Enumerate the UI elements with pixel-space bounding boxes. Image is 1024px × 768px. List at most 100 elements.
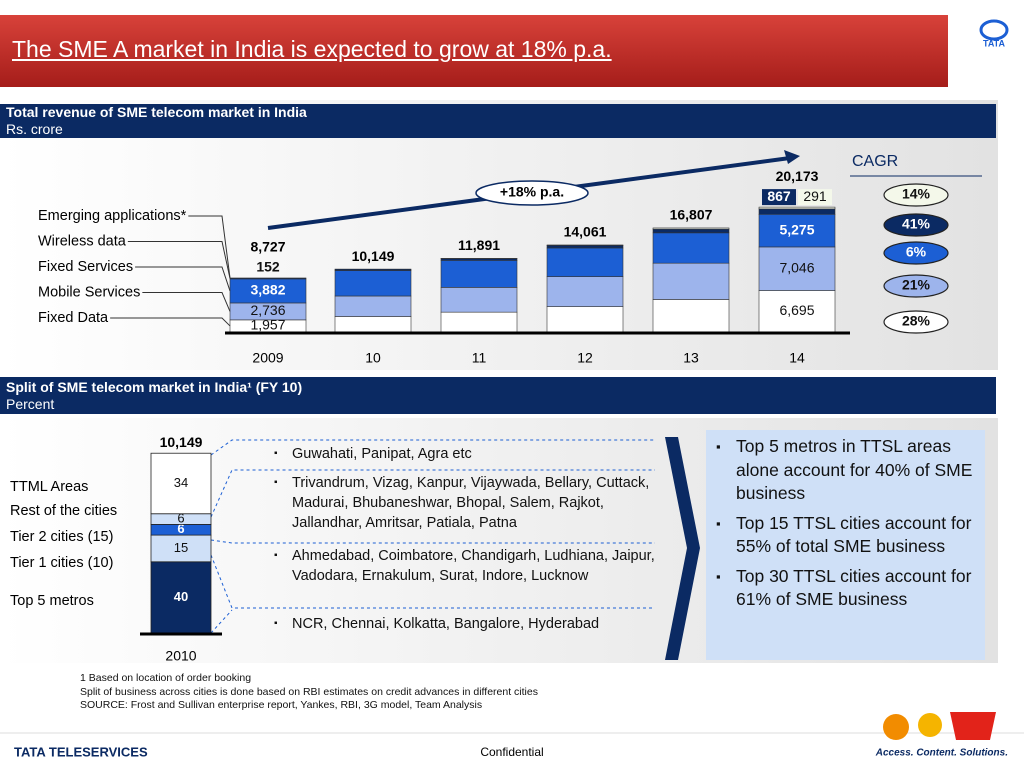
bar-segment [150, 561, 212, 634]
footnote: 1 Based on location of order booking [80, 672, 252, 684]
city-group: NCR, Chennai, Kolkatta, Bangalore, Hyder… [272, 614, 599, 634]
value-label: 6 [177, 521, 184, 536]
footnotes: 1 Based on location of order booking Spl… [80, 672, 538, 713]
leader-line [142, 292, 231, 312]
logo-text: TATA [983, 38, 1005, 48]
bar-segment [652, 227, 730, 230]
section-title: Total revenue of SME telecom market in I… [6, 104, 307, 120]
cagr-oval [883, 241, 949, 265]
x-tick-label: 10 [365, 350, 381, 366]
section-header-bar [0, 377, 996, 414]
bar-segment [758, 246, 836, 291]
bar-segment [440, 260, 518, 288]
key-point: Top 15 TTSL cities account for 55% of to… [716, 512, 979, 559]
section-header: Split of SME telecom market in India¹ (F… [6, 379, 302, 413]
value-label: 152 [256, 259, 280, 275]
legend-label: Wireless data [38, 233, 127, 249]
cagr-title: CAGR [852, 153, 898, 170]
connector [210, 439, 655, 456]
x-tick-label: 14 [789, 350, 805, 366]
footer-logo [883, 712, 996, 740]
footer-tagline: Access. Content. Solutions. [875, 748, 1008, 759]
key-point: Top 30 TTSL cities account for 61% of SM… [716, 565, 979, 612]
bar-segment [229, 277, 307, 280]
section-title: Split of SME telecom market in India¹ (F… [6, 379, 303, 395]
value-label: 867 [767, 188, 791, 204]
total-label: 10,149 [160, 434, 203, 450]
total-label: 11,891 [458, 237, 500, 253]
cagr-label: 14% [902, 186, 931, 202]
city-group: Ahmedabad, Coimbatore, Chandigarh, Ludhi… [272, 546, 662, 586]
arrow-head [784, 150, 800, 164]
section-subtitle: Rs. crore [6, 121, 63, 137]
bar-segment [546, 247, 624, 277]
legend-label: Emerging applications* [38, 208, 187, 224]
value-label: 34 [174, 475, 188, 490]
city-group: Trivandrum, Vizag, Kanpur, Vijaywada, Be… [272, 473, 662, 533]
total-label: 10,149 [352, 248, 395, 264]
cagr-label: 41% [902, 216, 931, 232]
value-label: 291 [803, 188, 827, 204]
legend-label: Top 5 metros [10, 593, 94, 609]
section-header-bar [0, 104, 996, 138]
x-tick-label: 2010 [165, 648, 196, 664]
bar-segment [758, 290, 836, 333]
legend-label: Tier 2 cities (15) [10, 529, 113, 545]
annotation: +18% p.a. [500, 184, 564, 200]
label-box [762, 189, 796, 206]
value-label: 5,275 [779, 221, 814, 237]
leader-line [127, 241, 231, 279]
value-label: 3,882 [250, 282, 285, 298]
bar-segment [652, 228, 730, 234]
cagr-label: 21% [902, 277, 931, 293]
chevron [665, 437, 700, 660]
bar-segment [440, 311, 518, 333]
legend-label: Fixed Data [38, 310, 109, 326]
title-bar [0, 15, 948, 87]
footnote: Split of business across cities is done … [80, 685, 538, 698]
x-tick-label: 2009 [252, 350, 283, 366]
label-box [798, 189, 832, 206]
bar-segment [229, 278, 307, 304]
city-group: Guwahati, Panipat, Agra etc [272, 444, 472, 464]
total-label: 14,061 [564, 224, 607, 240]
key-points: Top 5 metros in TTSL areas alone account… [706, 430, 985, 660]
value-label: 7,046 [779, 259, 814, 275]
connector [210, 554, 655, 609]
bar-segment [758, 208, 836, 215]
connector [210, 609, 233, 634]
legend-label: Rest of the cities [10, 503, 117, 519]
key-point: Top 5 metros in TTSL areas alone account… [716, 435, 979, 506]
total-label: 20,173 [776, 168, 819, 184]
leader-line [110, 317, 231, 327]
x-tick-label: 13 [683, 350, 699, 366]
legend-label: Fixed Services [38, 259, 133, 275]
value-label: 6 [177, 511, 184, 526]
leader-line [135, 266, 231, 292]
bar-segment [652, 299, 730, 333]
cagr-oval [883, 183, 949, 207]
section-subtitle: Percent [6, 396, 55, 412]
bar-segment [334, 316, 412, 333]
connector [210, 539, 655, 544]
cagr-label: 6% [906, 244, 927, 260]
legend-label: Mobile Services [38, 284, 140, 300]
bar-segment [652, 232, 730, 264]
cagr-oval [883, 213, 949, 237]
bar-segment [546, 245, 624, 249]
legend-label: Tier 1 cities (10) [10, 555, 113, 571]
footnote: SOURCE: Frost and Sullivan enterprise re… [80, 699, 483, 711]
dashed-connectors [210, 439, 655, 634]
leader-line [188, 215, 231, 279]
section-header: Total revenue of SME telecom market in I… [6, 104, 307, 138]
value-label: 2,736 [250, 302, 285, 318]
value-label: 6,695 [779, 302, 814, 318]
cagr-oval [883, 310, 949, 334]
bar-segment [440, 287, 518, 313]
value-label: 40 [174, 589, 188, 604]
x-tick-label: 12 [577, 350, 593, 366]
footer-center: Confidential [480, 745, 543, 759]
bar-segment [150, 534, 212, 563]
